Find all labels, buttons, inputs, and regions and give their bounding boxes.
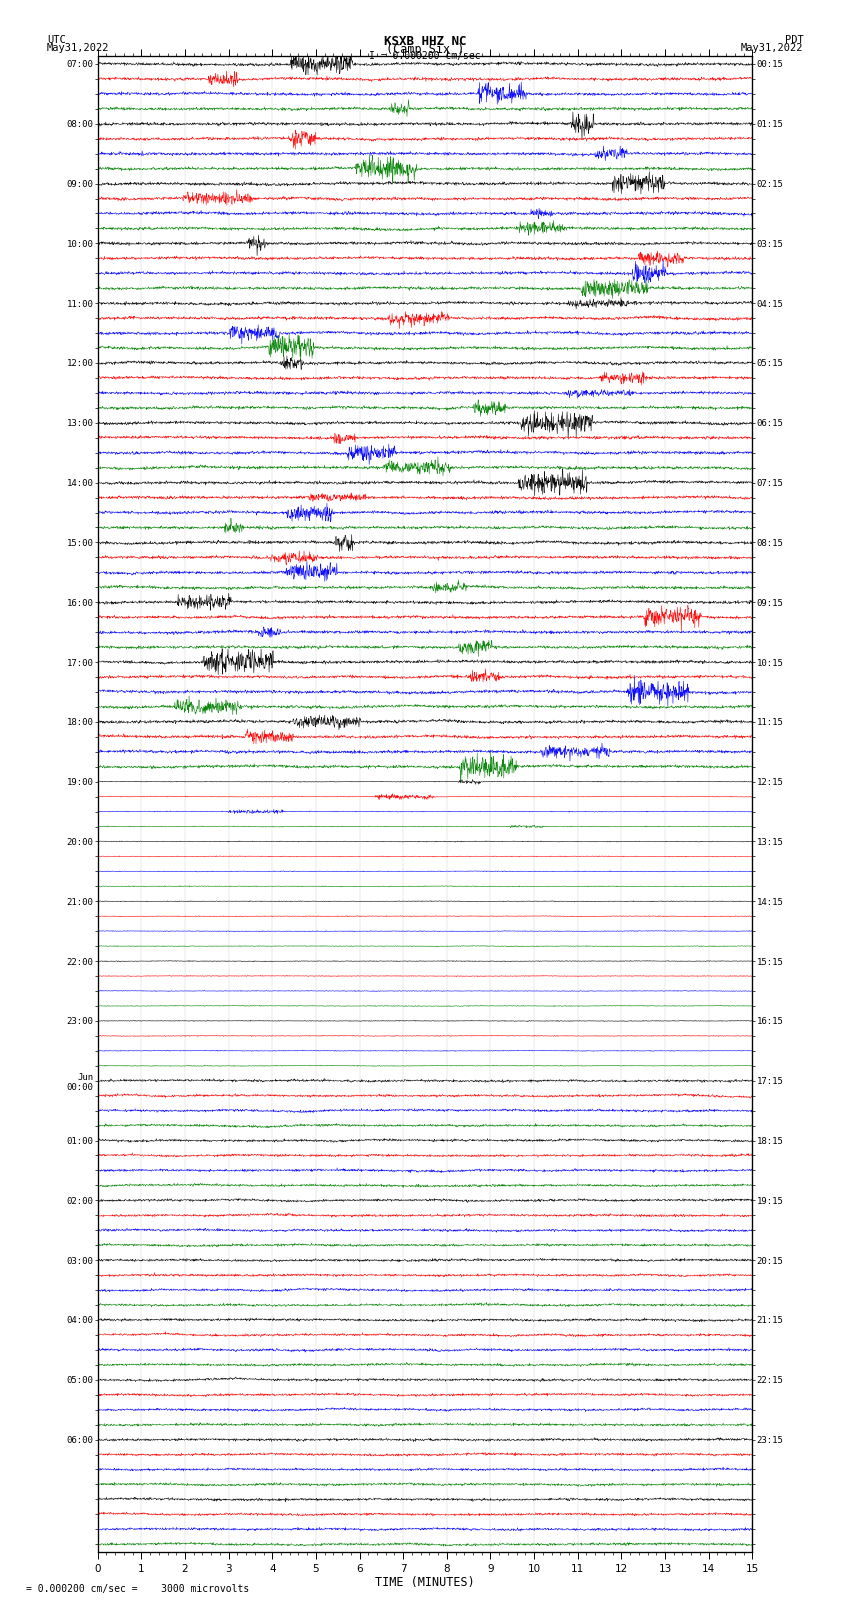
Text: KSXB HHZ NC: KSXB HHZ NC	[383, 35, 467, 48]
Text: May31,2022: May31,2022	[47, 44, 110, 53]
Text: UTC: UTC	[47, 35, 65, 45]
Text: = 0.000200 cm/sec =    3000 microvolts: = 0.000200 cm/sec = 3000 microvolts	[26, 1584, 249, 1594]
Text: (Camp Six ): (Camp Six )	[386, 44, 464, 56]
X-axis label: TIME (MINUTES): TIME (MINUTES)	[375, 1576, 475, 1589]
Text: May31,2022: May31,2022	[740, 44, 803, 53]
Text: PDT: PDT	[785, 35, 803, 45]
Text: I = 0.000200 cm/sec: I = 0.000200 cm/sec	[369, 50, 481, 61]
